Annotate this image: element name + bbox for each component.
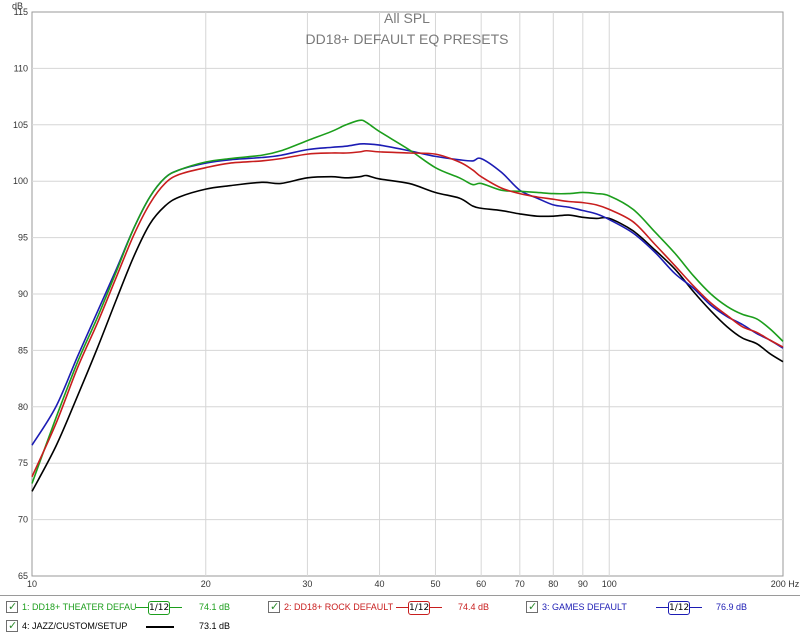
smoothing-indicator[interactable]: 1/12	[656, 599, 702, 615]
y-tick-label: 85	[18, 345, 28, 355]
y-tick-label: 115	[14, 7, 28, 17]
series-3-checkbox[interactable]: ✓	[526, 600, 538, 613]
chart-subtitle: DD18+ DEFAULT EQ PRESETS	[306, 31, 509, 47]
x-tick-label: 50	[430, 579, 440, 589]
y-tick-label: 110	[14, 63, 28, 73]
legend-item-1[interactable]: ✓ 1: DD18+ THEATER DEFAU 1/12 74.1 dB	[6, 599, 246, 615]
y-tick-label: 100	[13, 176, 28, 186]
x-tick-label: 30	[302, 579, 312, 589]
smoothing-indicator[interactable]: 1/12	[396, 599, 442, 615]
series-2-checkbox[interactable]: ✓	[268, 600, 280, 613]
check-icon: ✓	[8, 619, 18, 632]
legend-value: 74.1 dB	[199, 602, 231, 612]
legend-item-2[interactable]: ✓ 2: DD18+ ROCK DEFAULT 1/12 74.4 dB	[268, 599, 508, 615]
x-tick-label: 80	[548, 579, 558, 589]
y-tick-label: 75	[18, 458, 28, 468]
legend-item-4[interactable]: ✓ 4: JAZZ/CUSTOM/SETUP 73.1 dB	[6, 618, 246, 634]
y-tick-label: 80	[18, 402, 28, 412]
y-axis-label: dB	[12, 1, 23, 11]
x-tick-label: 20	[201, 579, 211, 589]
x-tick-label: 100	[602, 579, 617, 589]
smoothing-indicator[interactable]: 1/12	[136, 599, 182, 615]
x-tick-label: 10	[27, 579, 37, 589]
legend-value: 74.4 dB	[458, 602, 490, 612]
x-tick-labels: 10 20 30 40 50 60 70 80 90 100 200 Hz	[27, 579, 800, 589]
legend-value: 73.1 dB	[199, 621, 231, 631]
legend-label: 4: JAZZ/CUSTOM/SETUP	[22, 621, 128, 631]
x-tick-label: 40	[375, 579, 385, 589]
x-tick-label: 70	[515, 579, 525, 589]
y-tick-label: 70	[18, 515, 28, 525]
x-tick-label: 90	[578, 579, 588, 589]
series-line-1	[31, 119, 784, 484]
x-tick-label: 200 Hz	[771, 579, 800, 589]
series-4-checkbox[interactable]: ✓	[6, 619, 18, 632]
series-lines	[31, 119, 784, 492]
series-line-4	[31, 174, 784, 492]
legend-label: 2: DD18+ ROCK DEFAULT	[284, 602, 394, 612]
y-tick-label: 90	[18, 289, 28, 299]
y-tick-label: 65	[18, 571, 28, 581]
y-tick-label: 105	[13, 120, 28, 130]
legend-label: 3: GAMES DEFAULT	[542, 602, 627, 612]
legend-value: 76.9 dB	[716, 602, 748, 612]
grid-lines	[32, 12, 783, 576]
x-tick-label: 60	[476, 579, 486, 589]
legend-item-3[interactable]: ✓ 3: GAMES DEFAULT 1/12 76.9 dB	[526, 599, 786, 615]
series-line-2	[31, 149, 784, 478]
legend: ✓ 1: DD18+ THEATER DEFAU 1/12 74.1 dB ✓ …	[0, 595, 800, 638]
check-icon: ✓	[8, 600, 18, 613]
series-4-line-swatch	[146, 626, 174, 628]
y-tick-label: 95	[18, 233, 28, 243]
spl-chart: 65 70 75 80 85 90 95 100 105 110 115 10 20 30 40 50 60 7…	[12, 1, 800, 589]
legend-label: 1: DD18+ THEATER DEFAU	[22, 602, 137, 612]
chart-title: All SPL	[384, 10, 430, 26]
check-icon: ✓	[528, 600, 538, 613]
series-1-checkbox[interactable]: ✓	[6, 600, 18, 613]
check-icon: ✓	[270, 600, 280, 613]
y-tick-labels: 65 70 75 80 85 90 95 100 105 110 115	[13, 7, 28, 581]
